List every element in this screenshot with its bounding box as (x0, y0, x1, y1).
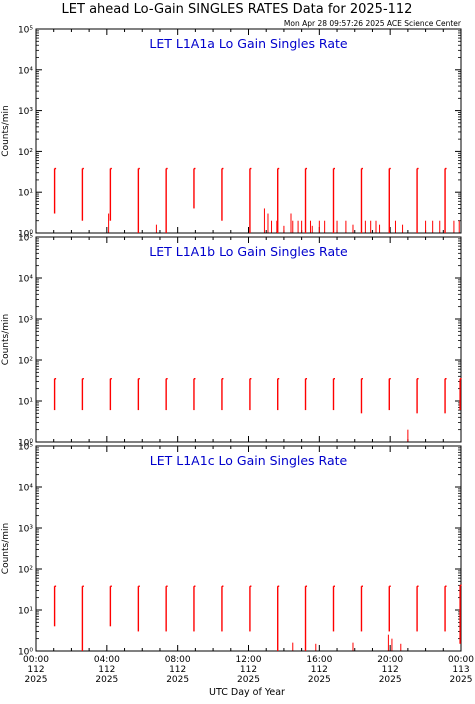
y-tick-label: 10⁵ (18, 26, 33, 36)
y-axis-label: Counts/min (1, 523, 11, 574)
panel-title: LET L1A1a Lo Gain Singles Rate (149, 36, 347, 51)
x-axis-label: UTC Day of Year (209, 687, 285, 698)
x-tick-label-time: 00:00 (23, 655, 49, 665)
x-tick-label-time: 16:00 (306, 655, 332, 665)
x-tick-label-day: 113 (452, 665, 469, 675)
x-tick-label-year: 2025 (166, 675, 189, 685)
chart-timestamp: Mon Apr 28 09:57:26 2025 ACE Science Cen… (284, 19, 462, 28)
y-tick-label: 10⁴ (18, 484, 33, 494)
y-tick-label: 10⁰ (18, 648, 33, 658)
x-tick-label-time: 20:00 (377, 655, 403, 665)
y-tick-label: 10¹ (18, 607, 33, 617)
panel-title: LET L1A1c Lo Gain Singles Rate (150, 453, 348, 468)
y-tick-label: 10³ (18, 107, 33, 117)
x-tick-label-time: 08:00 (165, 655, 191, 665)
x-tick-label-day: 112 (240, 665, 257, 675)
x-tick-label-day: 112 (311, 665, 328, 675)
y-tick-label: 10⁵ (18, 234, 33, 244)
y-tick-label: 10² (18, 148, 33, 158)
x-tick-label-day: 112 (27, 665, 44, 675)
y-tick-label: 10⁰ (18, 439, 33, 449)
panel-frame (35, 236, 462, 443)
x-tick-label-day: 112 (98, 665, 115, 675)
panel-frame (35, 445, 462, 652)
x-tick-label-year: 2025 (379, 675, 402, 685)
panel-1: 10⁰ 10¹ 10² 10³ 10⁴ 10⁵ Counts/min LET L1A1a Lo… (1, 26, 462, 240)
y-axis-label: Counts/min (1, 105, 11, 156)
x-tick-label-time: 04:00 (94, 655, 120, 665)
x-tick-label-year: 2025 (450, 675, 473, 685)
x-tick-label-year: 2025 (25, 675, 48, 685)
panel-3: 10⁰ 10¹ 10² 10³ 10⁴ 10⁵ Counts/min LET L1A1c Lo… (1, 443, 462, 658)
panel-frame (35, 28, 462, 234)
y-tick-label: 10¹ (18, 189, 33, 199)
y-tick-label: 10¹ (18, 398, 33, 408)
x-tick-label-day: 112 (382, 665, 399, 675)
x-tick-label-day: 112 (169, 665, 186, 675)
x-tick-label-year: 2025 (95, 675, 118, 685)
x-tick-label-year: 2025 (308, 675, 331, 685)
y-tick-label: 10⁰ (18, 230, 33, 240)
x-tick-label-year: 2025 (237, 675, 260, 685)
y-tick-label: 10² (18, 357, 33, 367)
x-axis-group: 00:00112202504:00112202508:00112202512:0… (23, 655, 474, 685)
x-tick-label-time: 12:00 (236, 655, 262, 665)
y-tick-label: 10² (18, 566, 33, 576)
x-tick-label-time: 00:00 (448, 655, 474, 665)
y-axis-label: Counts/min (1, 314, 11, 365)
chart-main-title: LET ahead Lo-Gain SINGLES RATES Data for… (62, 2, 413, 17)
panel-title: LET L1A1b Lo Gain Singles Rate (149, 244, 348, 259)
y-tick-label: 10³ (18, 316, 33, 326)
y-tick-label: 10⁵ (18, 443, 33, 453)
y-tick-label: 10⁴ (18, 275, 33, 285)
panel-2: 10⁰ 10¹ 10² 10³ 10⁴ 10⁵ Counts/min LET L1A1b Lo… (1, 234, 462, 449)
y-tick-label: 10⁴ (18, 66, 33, 76)
panels-group: 10⁰ 10¹ 10² 10³ 10⁴ 10⁵ Counts/min LET L1A1a Lo… (1, 26, 462, 658)
y-tick-label: 10³ (18, 525, 33, 535)
